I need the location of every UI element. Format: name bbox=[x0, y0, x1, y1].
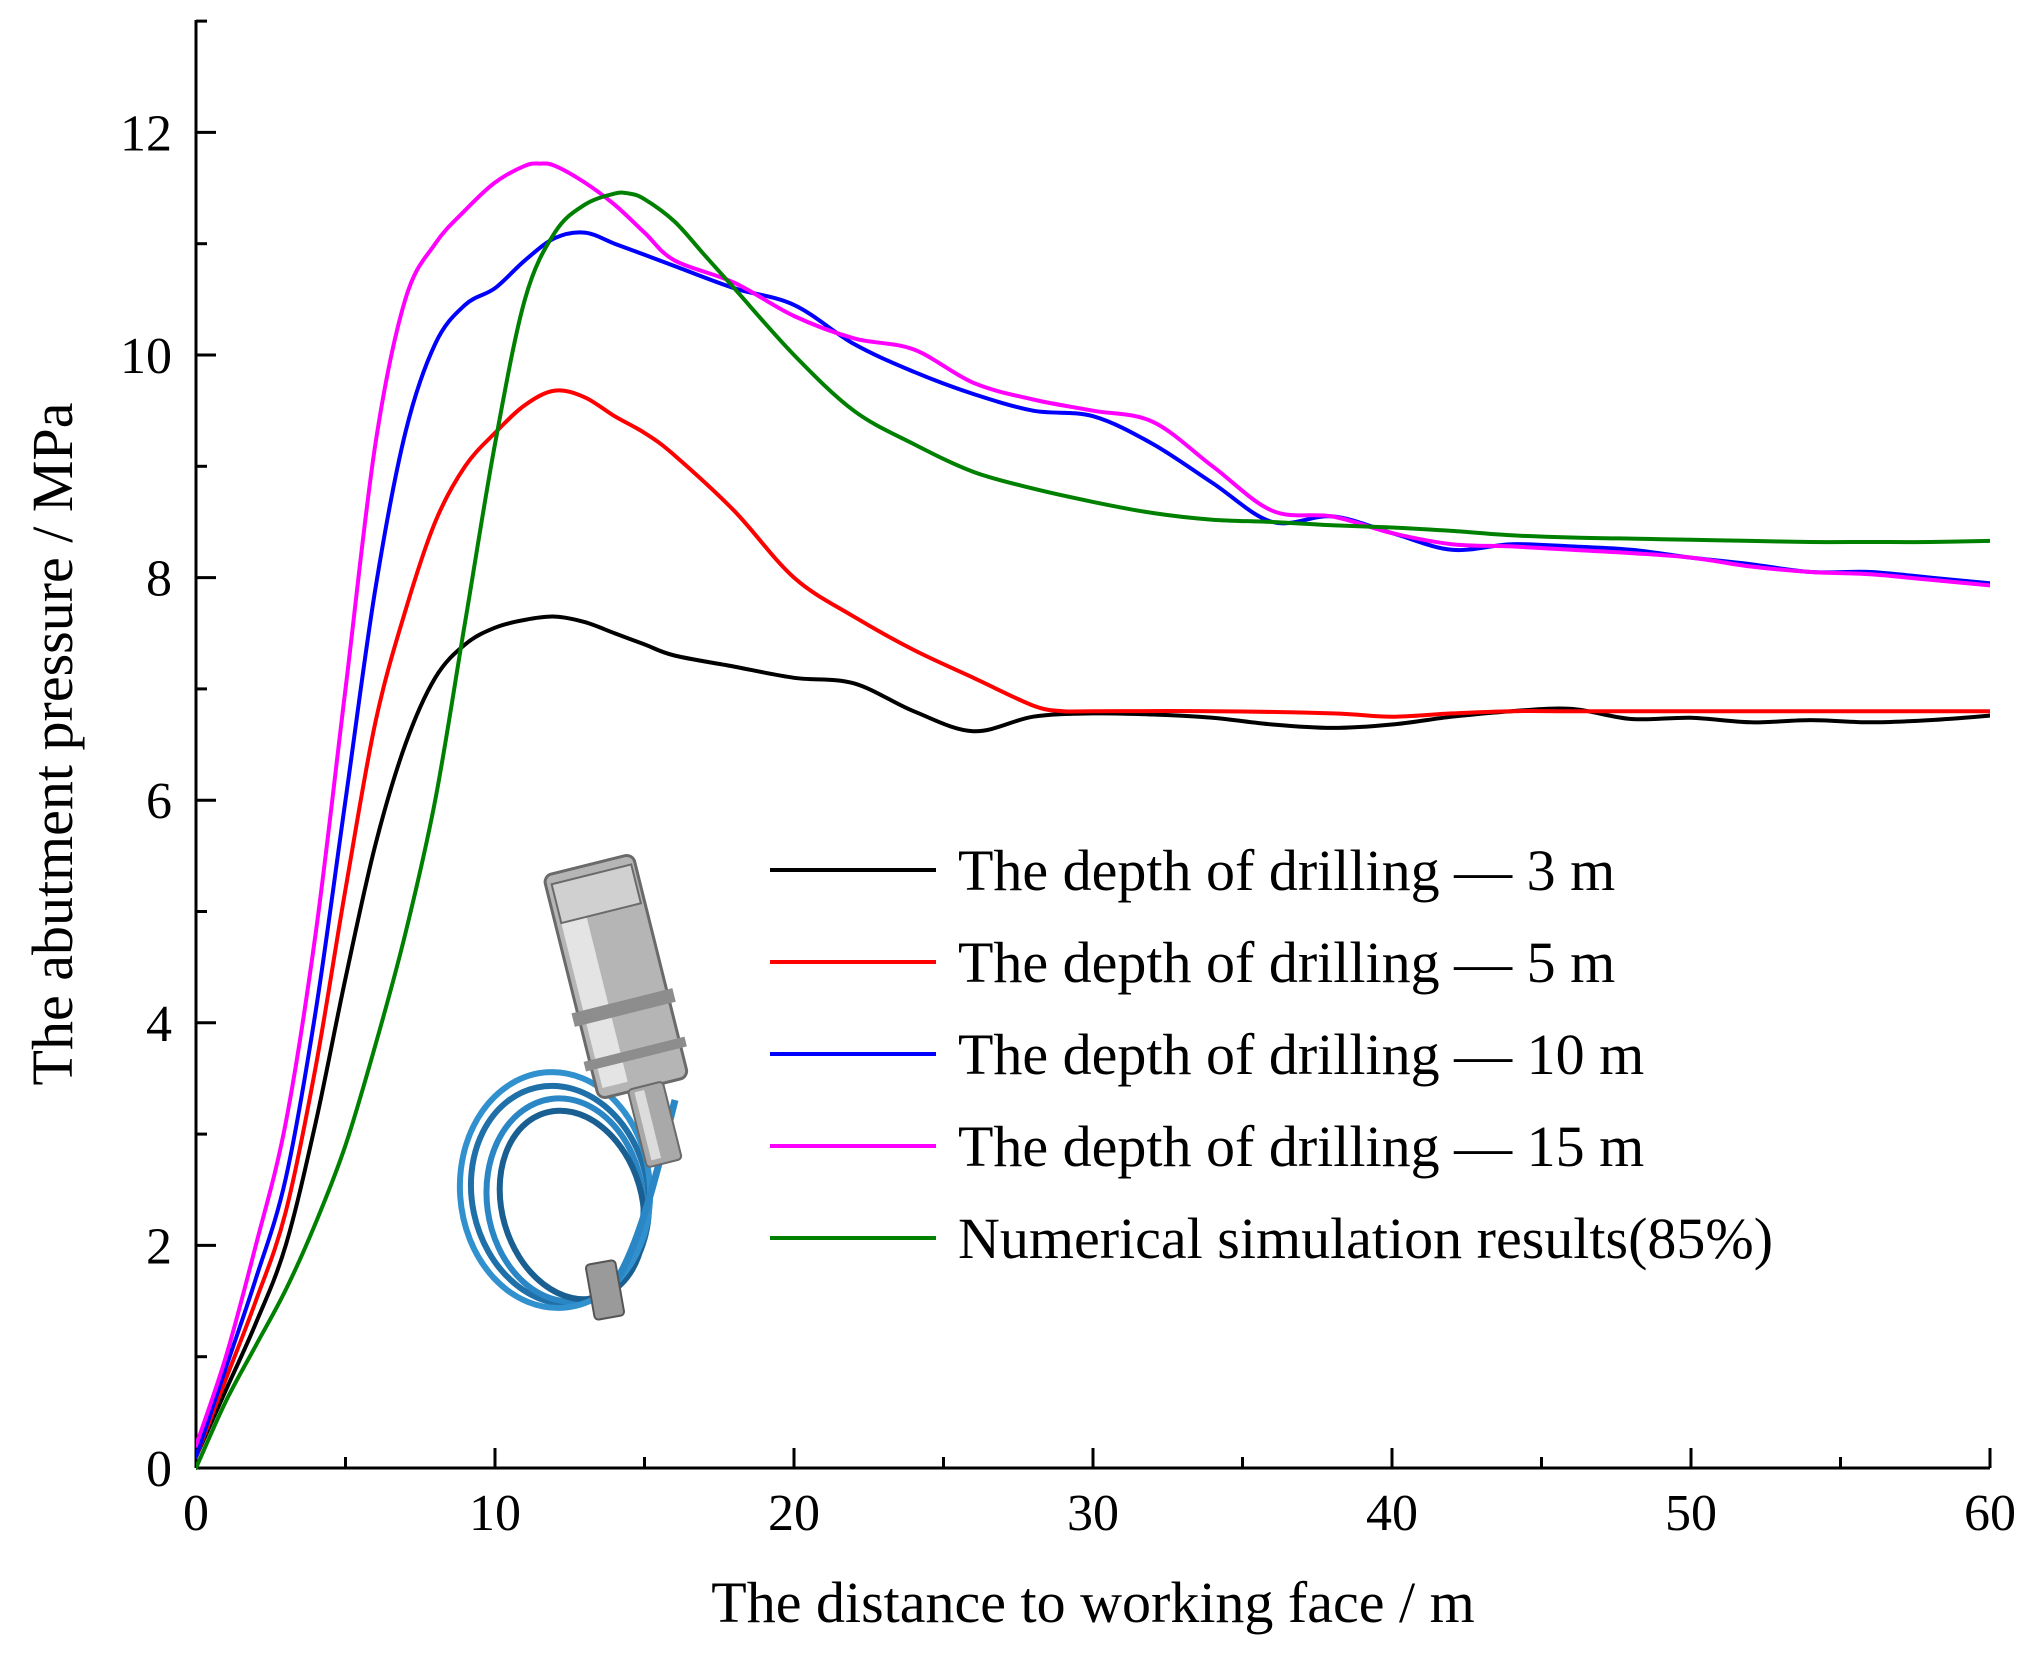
y-tick-label: 6 bbox=[146, 773, 172, 830]
legend: The depth of drilling — 3 m The depth of … bbox=[770, 838, 1773, 1271]
x-tick-label: 60 bbox=[1964, 1485, 2016, 1542]
legend-label: The depth of drilling — 3 m bbox=[958, 838, 1615, 903]
x-tick-label: 40 bbox=[1366, 1485, 1418, 1542]
x-tick-label: 30 bbox=[1067, 1485, 1119, 1542]
y-tick-label: 0 bbox=[146, 1441, 172, 1498]
x-tick-label: 50 bbox=[1665, 1485, 1717, 1542]
x-tick-label: 10 bbox=[469, 1485, 521, 1542]
series-layer bbox=[196, 161, 1990, 1470]
y-axis-title: The abutment pressure / MPa bbox=[20, 403, 85, 1086]
series-line-the-depth-of-drilling-10-m bbox=[196, 230, 1990, 1459]
legend-label: The depth of drilling — 5 m bbox=[958, 930, 1615, 995]
legend-label: Numerical simulation results(85%) bbox=[958, 1206, 1773, 1271]
y-tick-label: 10 bbox=[120, 328, 172, 385]
x-tick-label: 0 bbox=[183, 1485, 209, 1542]
y-ticks: 0 2 4 6 8 10 12 bbox=[120, 19, 216, 1498]
series-line-the-depth-of-drilling-5-m bbox=[196, 388, 1990, 1459]
sensor-image bbox=[456, 853, 689, 1321]
x-tick-label: 20 bbox=[768, 1485, 820, 1542]
legend-label: The depth of drilling — 15 m bbox=[958, 1114, 1644, 1179]
x-ticks: 0 10 20 30 40 50 60 bbox=[183, 1448, 2016, 1542]
y-tick-label: 2 bbox=[146, 1218, 172, 1275]
x-axis-title: The distance to working face / m bbox=[711, 1570, 1474, 1635]
series-line-numerical-simulation-results-85 bbox=[196, 190, 1990, 1470]
legend-label: The depth of drilling — 10 m bbox=[958, 1022, 1644, 1087]
y-tick-label: 8 bbox=[146, 551, 172, 608]
y-tick-label: 12 bbox=[120, 105, 172, 162]
y-tick-label: 4 bbox=[146, 996, 172, 1053]
